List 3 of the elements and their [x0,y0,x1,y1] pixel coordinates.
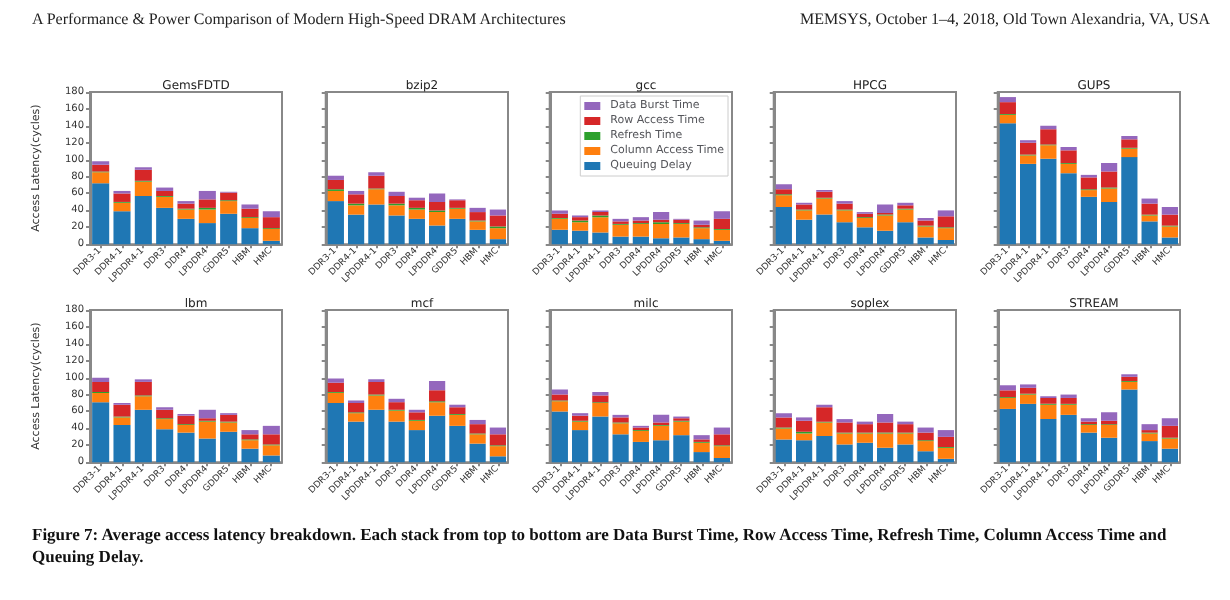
text: A Performance & Power Comparison of Modern High-Speed DRAM Architectures [32,10,566,28]
caption: Figure 7: Average access latency breakdown. Each stack from top to bottom are Data Burst Time, Row Access Time, Refresh Time, Column Access Time and Queuing Delay. [32,524,1169,567]
text: MEMSYS, October 1–4, 2018, Old Town Alexandria, VA, USA [800,10,1210,28]
